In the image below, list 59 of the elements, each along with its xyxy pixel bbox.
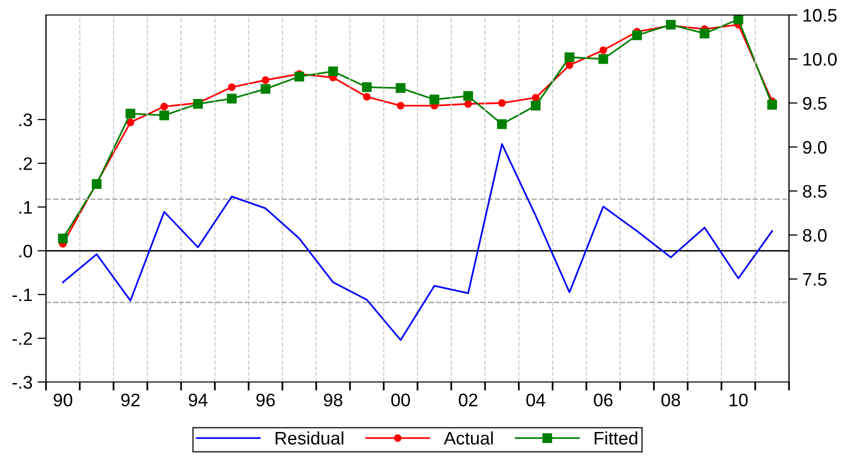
x-tick-label: 90 [54, 394, 72, 406]
point [430, 94, 440, 104]
point [700, 28, 710, 38]
x-tick-label: 96 [256, 394, 275, 406]
point [159, 110, 170, 120]
point [767, 100, 777, 110]
y2-tick-label: 10.0 [804, 52, 837, 66]
legend-label: Residual [276, 431, 344, 445]
legend-label: Actual [444, 431, 493, 445]
point [328, 66, 338, 76]
x-tick-label: 98 [324, 394, 342, 406]
y-tick-label: -.1 [12, 288, 32, 302]
x-tick-label: 06 [594, 394, 612, 406]
y2-tick-label: 9.0 [803, 140, 827, 154]
y-tick-label: .3 [19, 113, 32, 126]
point [733, 15, 744, 24]
point [363, 93, 371, 101]
point [226, 94, 237, 104]
point [530, 100, 541, 111]
point [294, 72, 304, 82]
point [532, 94, 540, 102]
x-tick-label: 10 [730, 394, 748, 406]
point [396, 102, 404, 110]
point [126, 118, 134, 126]
point [160, 102, 168, 110]
x-tick-label: 00 [391, 394, 410, 406]
point [262, 76, 270, 84]
point [228, 83, 236, 91]
point [632, 30, 642, 40]
point [564, 52, 574, 62]
point [396, 83, 406, 93]
y2-tick-label: 7.5 [803, 273, 827, 286]
point [566, 61, 574, 69]
point [58, 234, 68, 244]
point [464, 100, 472, 108]
x-tick-label: 92 [121, 394, 140, 406]
point [599, 46, 608, 54]
x-tick-label: 02 [458, 394, 478, 406]
y2-tick-label: 10.5 [804, 8, 837, 22]
point [260, 84, 270, 94]
y-tick-label: -.3 [12, 376, 32, 389]
point [463, 91, 474, 101]
y-tick-label: .1 [19, 201, 32, 214]
point [362, 82, 372, 92]
point [497, 119, 507, 129]
x-tick-label: 04 [526, 394, 546, 406]
line-series [62, 143, 773, 341]
point [126, 108, 136, 118]
point [498, 99, 506, 107]
y2-tick-label: 8.5 [802, 184, 827, 198]
x-tick-label: 08 [661, 394, 680, 406]
y2-tick-label: 8.0 [802, 228, 827, 242]
x-tick-label: 94 [188, 394, 208, 406]
y-tick-label: -.2 [12, 332, 32, 345]
y2-tick-label: 9.5 [803, 96, 827, 110]
legend-label: Fitted [594, 431, 638, 445]
y-tick-label: .2 [19, 157, 32, 170]
point [598, 54, 608, 64]
y-tick-label: .0 [19, 244, 32, 258]
